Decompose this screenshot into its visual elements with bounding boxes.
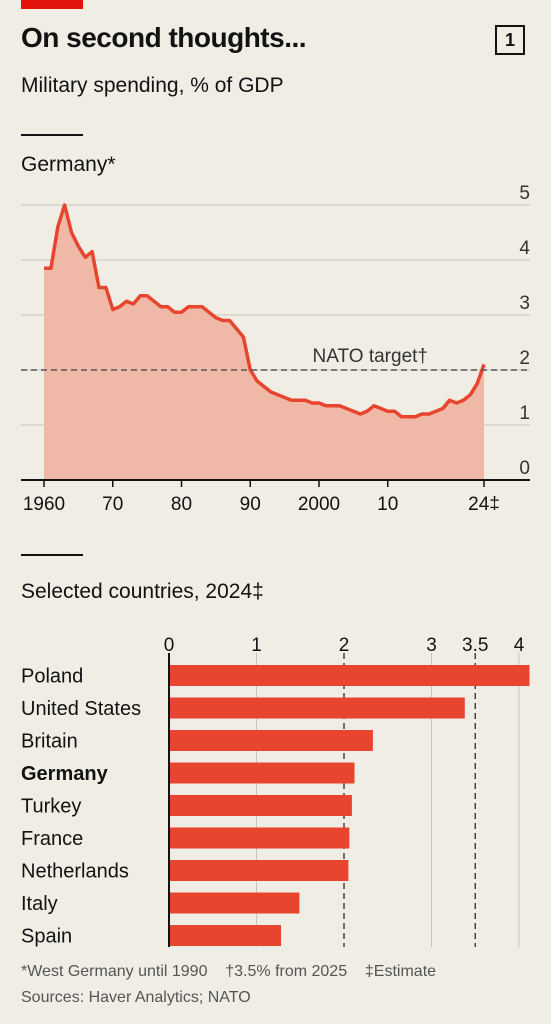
y-tick-label: 5 <box>519 183 530 204</box>
footnote-estimate: ‡Estimate <box>364 963 437 980</box>
bar <box>169 665 530 686</box>
area-fill <box>44 205 484 480</box>
category-label: Turkey <box>21 796 81 818</box>
y-tick-label: 1 <box>519 403 530 424</box>
chart-subtitle: Military spending, % of GDP <box>21 74 284 97</box>
x-tick-label: 90 <box>240 494 261 510</box>
y-tick-label: 3 <box>519 293 530 314</box>
x-tick-label: 70 <box>102 494 123 510</box>
bar <box>169 697 465 719</box>
x-tick-label: 0 <box>164 635 175 656</box>
bar <box>169 925 281 946</box>
y-tick-label: 4 <box>519 238 530 259</box>
panel-title-countries: Selected countries, 2024‡ <box>21 580 264 603</box>
x-tick-label: 1960 <box>23 494 65 510</box>
category-label: France <box>21 828 83 850</box>
x-tick-label: 80 <box>171 494 192 510</box>
x-tick-label: 2 <box>339 635 350 656</box>
chart-number-badge: 1 <box>495 25 525 55</box>
panel-divider-top <box>21 134 83 136</box>
brand-tag <box>21 0 83 9</box>
sources: Sources: Haver Analytics; NATO <box>21 989 251 1006</box>
chart-title: On second thoughts... <box>21 22 307 53</box>
bar <box>169 730 373 751</box>
panel-title-germany: Germany* <box>21 153 116 176</box>
countries-bar-chart: 0 1 2 3 3.5 4 Poland United States Britain German… <box>21 635 530 948</box>
footnotes: *West Germany until 1990 †3.5% from 2025… <box>21 963 436 981</box>
footnote-germany: *West Germany until 1990 <box>21 963 208 980</box>
footnote-target: †3.5% from 2025 <box>225 963 348 980</box>
x-tick-label: 3 <box>426 635 437 656</box>
y-tick-label: 0 <box>519 458 530 479</box>
panel-divider-bottom <box>21 554 83 556</box>
category-label: Spain <box>21 926 72 948</box>
x-tick-label: 10 <box>377 494 398 510</box>
y-tick-label: 2 <box>519 348 530 369</box>
category-label: Britain <box>21 731 78 753</box>
category-label: United States <box>21 698 141 720</box>
bar <box>169 892 300 914</box>
bar <box>169 795 352 816</box>
category-label: Netherlands <box>21 861 129 883</box>
bar <box>169 762 355 784</box>
category-label: Italy <box>21 893 58 915</box>
x-tick-label: 2000 <box>298 494 340 510</box>
category-label: Germany <box>21 763 109 785</box>
x-tick-label: 3.5 <box>462 635 488 656</box>
category-label: Poland <box>21 666 83 688</box>
x-tick-label: 1 <box>251 635 262 656</box>
bar <box>169 860 349 881</box>
germany-area-chart: 0 1 2 3 4 5 NATO target† 1960 70 80 90 2000 10 24‡ <box>21 183 530 510</box>
nato-target-label: NATO target† <box>313 346 428 367</box>
bar <box>169 827 350 849</box>
x-tick-label: 4 <box>514 635 525 656</box>
x-tick-label: 24‡ <box>468 494 500 510</box>
series-line <box>44 203 486 419</box>
